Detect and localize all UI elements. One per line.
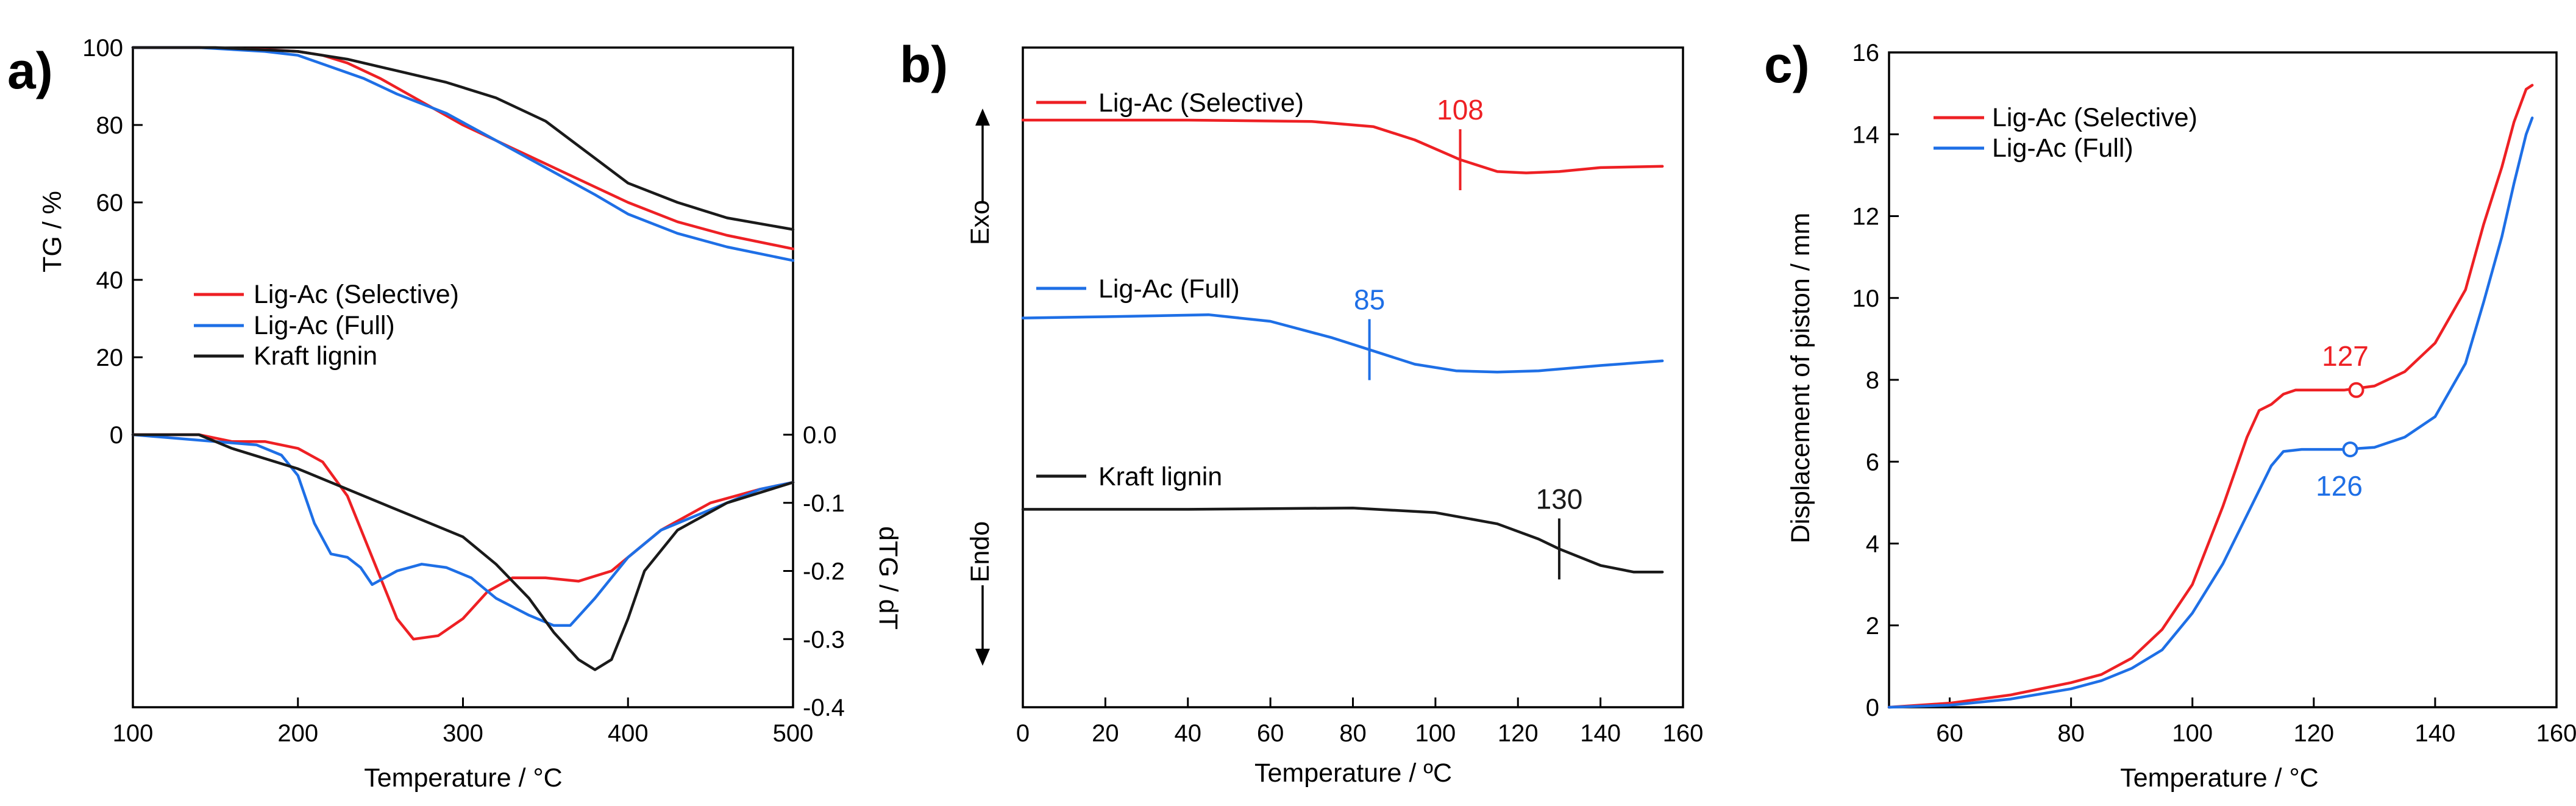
panel-c-x-tick-label: 60	[1936, 720, 1963, 747]
panel-a-legend-kraft: Kraft lignin	[254, 341, 377, 371]
panel-b-x-tick-label: 0	[1016, 720, 1030, 747]
marker-label-lig-ac-selective: 127	[2322, 340, 2369, 372]
exo-label: Exo	[966, 200, 995, 245]
panel-b-x-tick-label: 60	[1257, 720, 1284, 747]
marker-label-lig-ac-full: 126	[2316, 470, 2363, 502]
panel-a-legend-selective: Lig-Ac (Selective)	[254, 280, 459, 309]
panel-a-tg-tick-label: 40	[96, 267, 124, 294]
panel-b-label-full: Lig-Ac (Full)	[1098, 274, 1240, 304]
panel-c: c) 60 80 100 120 140 160 0 2 4 6 8 10 12 14 16 127 126…	[1764, 36, 2576, 793]
marker-point-lig-ac-selective	[2348, 382, 2364, 398]
displacement-line-lig-ac-selective	[1887, 84, 2534, 709]
panel-a-dtg-tick-label: 0.0	[803, 422, 837, 449]
panel-a-x-axis-label: Temperature / °C	[364, 763, 562, 793]
panel-a-tg-tick-label: 20	[96, 344, 124, 371]
panel-b: b) 0 20 40 60 80 100 120 140 160 108 85 130 Temper…	[900, 36, 1703, 788]
panel-a-tg-ticks: 0 20 40 60 80 100	[82, 35, 143, 449]
exo-arrow-head	[975, 109, 990, 126]
panel-c-y-tick-label: 2	[1866, 613, 1879, 640]
panel-a-dtg-tick-label: -0.4	[803, 694, 845, 721]
dtg-line-lig-ac-full	[131, 433, 795, 627]
panel-c-y-tick-label: 16	[1852, 40, 1880, 66]
panel-b-label-selective: Lig-Ac (Selective)	[1098, 88, 1304, 118]
panel-a-tg-tick-label: 0	[110, 422, 123, 449]
panel-a-label: a)	[7, 42, 53, 99]
panel-b-x-tick-label: 80	[1339, 720, 1367, 747]
dsc-annotation-kraft-lignin: 130	[1536, 483, 1583, 515]
dtg-line-kraft-lignin	[131, 433, 795, 671]
panel-c-series: 127 126	[1887, 84, 2534, 709]
panel-b-x-tick-label: 140	[1580, 720, 1621, 747]
panel-b-x-ticks: 0 20 40 60 80 100 120 140 160	[1016, 697, 1704, 747]
displacement-line-lig-ac-full	[1887, 116, 2534, 709]
tg-line-lig-ac-full	[131, 46, 795, 262]
dsc-line-lig-ac-full	[1021, 313, 1664, 374]
panel-b-x-tick-label: 20	[1092, 720, 1119, 747]
panel-c-x-tick-label: 120	[2293, 720, 2334, 747]
tg-line-kraft-lignin	[131, 46, 795, 231]
panel-b-x-tick-label: 100	[1415, 720, 1456, 747]
panel-a-dtg-tick-label: -0.2	[803, 558, 845, 585]
panel-a-tg-tick-label: 60	[96, 190, 124, 216]
panel-c-y-tick-label: 12	[1852, 204, 1880, 230]
endo-label: Endo	[966, 521, 995, 582]
panel-c-x-tick-label: 160	[2536, 720, 2576, 747]
panel-a-legend-full: Lig-Ac (Full)	[254, 311, 395, 340]
panel-b-x-tick-label: 120	[1498, 720, 1539, 747]
panel-c-x-tick-label: 80	[2057, 720, 2085, 747]
panel-c-y-tick-label: 4	[1866, 531, 1879, 558]
panel-c-legend: Lig-Ac (Selective) Lig-Ac (Full)	[1934, 103, 2197, 163]
panel-b-label-kraft: Kraft lignin	[1098, 462, 1222, 491]
panel-c-x-tick-label: 140	[2415, 720, 2456, 747]
panel-c-legend-full: Lig-Ac (Full)	[1992, 134, 2133, 163]
panel-c-x-axis-label: Temperature / °C	[2120, 763, 2318, 793]
exo-arrow: Exo	[966, 109, 995, 245]
panel-a-dtg-tick-label: -0.1	[803, 490, 845, 517]
panel-c-y-tick-label: 0	[1866, 694, 1879, 721]
panel-a: a) 100 200 300 400 500 0 20 40 60 80 100 0.0 -0.1 -…	[7, 35, 903, 793]
panel-c-x-ticks: 60 80 100 120 140 160	[1936, 697, 2576, 747]
panel-b-x-axis-label: Temperature / ºC	[1254, 758, 1452, 788]
panel-a-dtg-axis-label: dTG / dT	[873, 526, 903, 630]
panel-b-series-labels: Lig-Ac (Selective) Lig-Ac (Full) Kraft l…	[1036, 88, 1304, 491]
panel-b-series: 108 85 130	[1021, 94, 1664, 580]
panel-a-tg-tick-label: 80	[96, 112, 124, 139]
panel-c-y-tick-label: 6	[1866, 449, 1879, 476]
panel-b-x-tick-label: 160	[1663, 720, 1704, 747]
panel-a-x-ticks: 100 200 300 400 500	[113, 697, 814, 747]
panel-a-legend: Lig-Ac (Selective) Lig-Ac (Full) Kraft l…	[194, 280, 459, 371]
panel-c-y-axis-label: Displacement of piston / mm	[1786, 213, 1815, 543]
panel-c-y-tick-label: 8	[1866, 367, 1879, 394]
panel-a-tg-axis-label: TG / %	[38, 191, 67, 273]
endo-arrow: Endo	[966, 521, 995, 666]
panel-a-dtg-tick-label: -0.3	[803, 626, 845, 653]
panel-c-label: c)	[1764, 36, 1810, 93]
marker-point-lig-ac-full	[2342, 441, 2358, 458]
panel-a-x-tick-label: 200	[277, 720, 318, 747]
panel-c-x-tick-label: 100	[2172, 720, 2213, 747]
panel-b-x-tick-label: 40	[1175, 720, 1202, 747]
panel-c-legend-selective: Lig-Ac (Selective)	[1992, 103, 2197, 132]
panel-a-tg-tick-label: 100	[82, 35, 123, 62]
panel-a-x-tick-label: 100	[113, 720, 154, 747]
dsc-annotation-lig-ac-full: 85	[1354, 284, 1385, 316]
panel-a-x-tick-label: 300	[443, 720, 483, 747]
dsc-line-kraft-lignin	[1021, 506, 1664, 574]
panel-a-x-tick-label: 400	[608, 720, 649, 747]
panel-c-y-tick-label: 10	[1852, 285, 1880, 312]
panel-c-y-ticks: 0 2 4 6 8 10 12 14 16	[1852, 40, 1899, 721]
panel-a-dtg-ticks: 0.0 -0.1 -0.2 -0.3 -0.4	[783, 422, 845, 721]
endo-arrow-head	[975, 649, 990, 666]
dsc-annotation-lig-ac-selective: 108	[1437, 94, 1484, 126]
panel-b-label: b)	[900, 36, 948, 93]
panel-a-series	[131, 46, 795, 671]
panel-a-x-tick-label: 500	[773, 720, 814, 747]
panel-c-y-tick-label: 14	[1852, 121, 1880, 148]
